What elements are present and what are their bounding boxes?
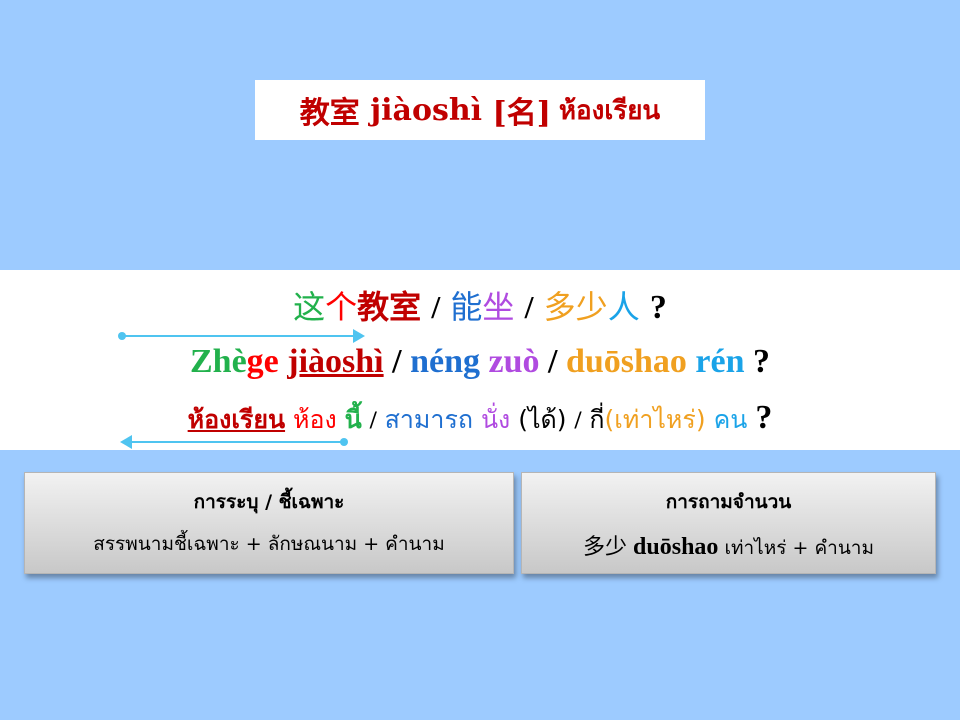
thai-sep-1: / bbox=[369, 407, 377, 434]
box-quantity: การถามจำนวน 多少 duōshao เท่าไหร่ + คำนาม bbox=[521, 472, 936, 574]
thai-ki: กี่ bbox=[589, 405, 605, 434]
pinyin-zuo: zuò bbox=[488, 343, 540, 380]
box-quantity-thai: เท่าไหร่ + คำนาม bbox=[724, 537, 875, 559]
box-quantity-heading: การถามจำนวน bbox=[665, 491, 792, 513]
thai-hong: ห้อง bbox=[293, 405, 337, 434]
sentence-band bbox=[0, 270, 960, 450]
box-quantity-body: 多少 duōshao เท่าไหร่ + คำนาม bbox=[522, 529, 935, 563]
pinyin-sep-1: / bbox=[392, 343, 402, 380]
hanzi-ren: 人 bbox=[607, 288, 640, 326]
title-pos: [名] bbox=[492, 96, 551, 131]
thai-dai: (ได้) bbox=[518, 405, 567, 434]
hanzi-line: 这个教室 / 能坐 / 多少人 ? bbox=[0, 282, 960, 328]
pinyin-sep-2: / bbox=[548, 343, 558, 380]
thai-nang: นั่ง bbox=[480, 405, 511, 434]
thai-khon: คน bbox=[713, 405, 748, 434]
thai-sep-2: / bbox=[574, 407, 582, 434]
box-quantity-hanzi: 多少 bbox=[582, 535, 627, 560]
box-specify-body: สรรพนามชี้เฉพาะ + ลักษณนาม + คำนาม bbox=[93, 533, 445, 555]
thai-classroom: ห้องเรียน bbox=[187, 405, 286, 434]
thai-samart: สามารถ bbox=[384, 405, 474, 434]
pinyin-zhe: Zhè bbox=[189, 343, 247, 380]
box-specify: การระบุ / ชี้เฉพาะ สรรพนามชี้เฉพาะ + ลัก… bbox=[24, 472, 514, 574]
thai-ni: นี้ bbox=[344, 405, 362, 434]
pinyin-jiaoshi: jiàoshì bbox=[287, 343, 384, 380]
box-quantity-pinyin: duōshao bbox=[633, 534, 719, 560]
arrow-head-left-icon bbox=[120, 435, 132, 449]
arrow-head-right-icon bbox=[353, 329, 365, 343]
title-card: 教室 jiàoshì [名] ห้องเรียน bbox=[255, 80, 705, 140]
pinyin-duoshao: duōshao bbox=[565, 343, 687, 380]
arrow-right-connector bbox=[118, 329, 365, 343]
hanzi-sep-1: / bbox=[431, 289, 441, 325]
hanzi-question: ? bbox=[649, 289, 667, 326]
hanzi-jiaoshi: 教室 bbox=[357, 288, 422, 326]
thai-thaorai: (เท่าไหร่) bbox=[604, 405, 706, 434]
pinyin-ge: ge bbox=[246, 343, 279, 380]
pinyin-ren: rén bbox=[695, 343, 745, 380]
arrow-dot bbox=[340, 438, 348, 446]
thai-line: ห้องเรียน ห้อง นี้ / สามารถ นั่ง (ได้) /… bbox=[0, 399, 960, 440]
title-thai: ห้องเรียน bbox=[558, 95, 661, 126]
pinyin-line: Zhège jiàoshì / néng zuò / duōshao rén ? bbox=[0, 343, 960, 381]
hanzi-ge: 个 bbox=[325, 288, 358, 326]
hanzi-zuo: 坐 bbox=[482, 288, 515, 326]
thai-question: ? bbox=[755, 399, 773, 436]
title-pinyin: jiàoshì bbox=[370, 92, 483, 128]
arrow-left-connector bbox=[120, 435, 348, 449]
box-specify-heading: การระบุ / ชี้เฉพาะ bbox=[193, 491, 345, 513]
hanzi-zhe: 这 bbox=[293, 288, 326, 326]
title-hanzi: 教室 bbox=[299, 96, 360, 131]
hanzi-neng: 能 bbox=[450, 288, 483, 326]
pinyin-neng: néng bbox=[410, 343, 480, 380]
pinyin-question: ? bbox=[753, 343, 771, 380]
hanzi-shao: 少 bbox=[575, 288, 608, 326]
hanzi-duo: 多 bbox=[543, 288, 576, 326]
hanzi-sep-2: / bbox=[524, 289, 534, 325]
arrow-dot bbox=[118, 332, 126, 340]
